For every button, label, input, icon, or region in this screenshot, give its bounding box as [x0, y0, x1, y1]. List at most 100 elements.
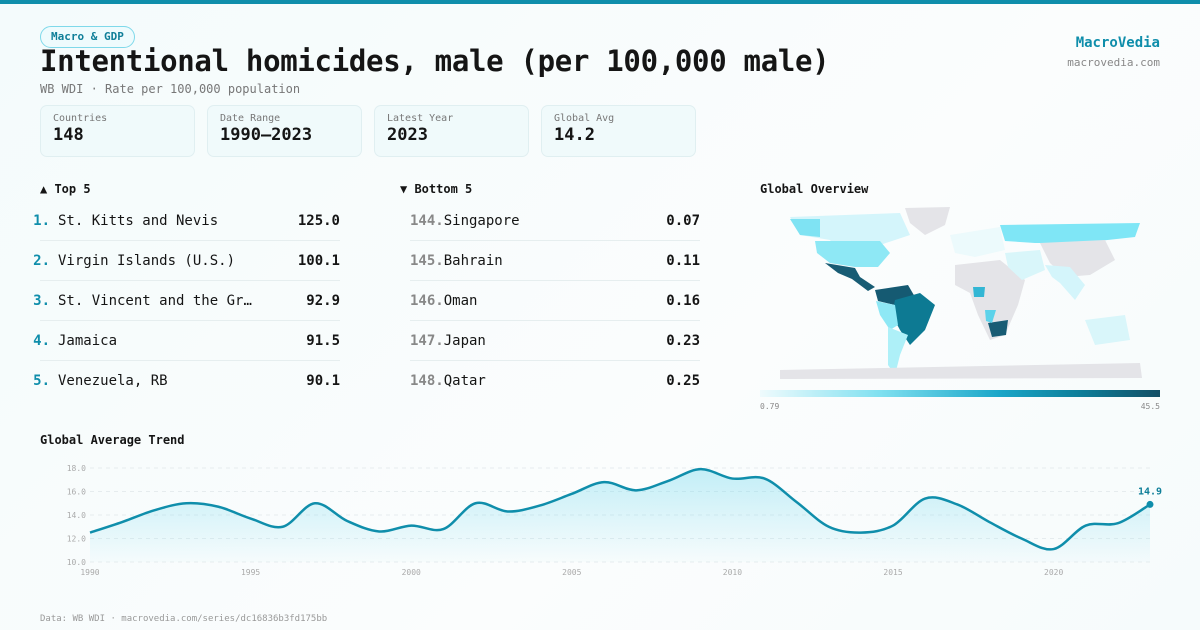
brand: MacroVedia macrovedia.com	[1067, 35, 1160, 69]
alaska	[790, 219, 820, 237]
brazil	[892, 293, 935, 345]
top5-heading: ▲ Top 5	[40, 182, 91, 196]
list-item[interactable]: 147. Japan 0.23	[410, 321, 700, 361]
y-tick-label: 18.0	[67, 464, 86, 473]
x-tick-label: 2015	[883, 568, 902, 577]
list-item[interactable]: 146. Oman 0.16	[410, 281, 700, 321]
list-item[interactable]: 144. Singapore 0.07	[410, 201, 700, 241]
stat-label: Global Avg	[554, 113, 615, 124]
brand-url[interactable]: macrovedia.com	[1067, 56, 1160, 69]
country-name: Virgin Islands (U.S.)	[58, 252, 236, 269]
antarctica	[780, 363, 1142, 379]
stat-value: 1990–2023	[220, 125, 313, 145]
usa	[815, 241, 890, 267]
rank: 145.	[410, 252, 444, 269]
list-item[interactable]: 5. Venezuela, RB 90.1	[33, 361, 340, 401]
namibia	[985, 310, 996, 323]
trend-chart: 10.0 12.0 14.0 16.0 18.0 1990 1995 2000 2005 2010…	[67, 464, 1162, 577]
stat-value: 14.2	[554, 125, 595, 145]
rank: 1.	[33, 212, 50, 229]
top5-list: 1. St. Kitts and Nevis 125.0 2. Virgin Isla…	[33, 201, 340, 401]
list-item[interactable]: 3. St. Vincent and the Grenadines 92.9	[33, 281, 340, 321]
list-item[interactable]: 145. Bahrain 0.11	[410, 241, 700, 281]
y-tick-label: 12.0	[67, 535, 86, 544]
russia	[1000, 223, 1140, 243]
x-tick-label: 1990	[80, 568, 99, 577]
country-name: Qatar	[443, 373, 486, 389]
brand-name[interactable]: MacroVedia	[1075, 35, 1160, 51]
europe	[950, 227, 1005, 257]
india-se-asia	[1045, 265, 1085, 300]
map-color-legend	[760, 390, 1160, 397]
value: 0.16	[666, 292, 700, 309]
stat-card-date-range: Date Range 1990–2023	[207, 105, 362, 157]
stat-label: Latest Year	[387, 113, 454, 124]
page-title: Intentional homicides, male (per 100,000…	[40, 44, 830, 78]
legend-min: 0.79	[760, 402, 780, 411]
value: 125.0	[297, 212, 340, 229]
value: 90.1	[306, 373, 340, 389]
country-name: Bahrain	[443, 252, 503, 269]
rank: 144.	[410, 212, 444, 229]
trend-line	[89, 467, 1151, 551]
rank: 147.	[410, 332, 444, 349]
stat-value: 2023	[387, 125, 428, 145]
trend-area	[90, 469, 1150, 562]
stat-label: Date Range	[220, 113, 281, 124]
australia	[1085, 315, 1130, 345]
y-tick-label: 10.0	[67, 558, 86, 567]
stat-card-global-avg: Global Avg 14.2	[541, 105, 696, 157]
andes	[876, 301, 898, 330]
mexico-central-america	[825, 263, 875, 291]
list-item[interactable]: 148. Qatar 0.25	[410, 361, 700, 401]
country-name: Oman	[443, 292, 478, 309]
y-tick-label: 14.0	[67, 511, 86, 520]
chart-title: Global Average Trend	[40, 433, 185, 447]
footer-source: Data: WB WDI · macrovedia.com/series/dc1…	[40, 614, 328, 624]
bottom5-heading: ▼ Bottom 5	[400, 182, 473, 196]
value: 0.07	[666, 212, 700, 229]
country-name: St. Kitts and Nevis	[58, 212, 219, 229]
stat-card-countries: Countries 148	[40, 105, 195, 157]
southern-cone	[888, 327, 908, 375]
x-tick-label: 2020	[1044, 568, 1063, 577]
rank: 4.	[33, 332, 50, 349]
category-tag[interactable]: Macro & GDP	[40, 26, 135, 48]
country-name: Venezuela, RB	[58, 373, 168, 389]
last-value-label: 14.9	[1138, 486, 1162, 497]
country-name: Jamaica	[58, 332, 118, 349]
africa	[955, 260, 1025, 340]
legend-max: 45.5	[1140, 402, 1160, 411]
top-accent-bar	[0, 0, 1200, 4]
list-item[interactable]: 4. Jamaica 91.5	[33, 321, 340, 361]
value: 0.11	[666, 252, 700, 269]
value: 0.23	[666, 332, 700, 349]
country-name: Japan	[443, 332, 486, 349]
nigeria	[973, 287, 985, 297]
stat-label: Countries	[53, 113, 108, 124]
map-heading: Global Overview	[760, 182, 869, 196]
rank: 5.	[33, 373, 50, 389]
value: 91.5	[306, 332, 340, 349]
list-item[interactable]: 2. Virgin Islands (U.S.) 100.1	[33, 241, 340, 281]
rank: 146.	[410, 292, 444, 309]
x-tick-label: 1995	[241, 568, 260, 577]
stat-card-latest-year: Latest Year 2023	[374, 105, 529, 157]
world-choropleth-map[interactable]	[760, 205, 1160, 380]
list-item[interactable]: 1. St. Kitts and Nevis 125.0	[33, 201, 340, 241]
middle-east	[1005, 250, 1045, 280]
stat-value: 148	[53, 125, 84, 145]
rank: 3.	[33, 292, 50, 309]
x-tick-label: 2010	[723, 568, 742, 577]
value: 92.9	[306, 292, 340, 309]
country-name: St. Vincent and the Grenadines	[58, 292, 258, 309]
rank: 148.	[410, 373, 444, 389]
y-tick-label: 16.0	[67, 488, 86, 497]
rank: 2.	[33, 252, 50, 269]
country-name: Singapore	[443, 212, 520, 229]
x-tick-label: 2005	[562, 568, 581, 577]
data-point	[1146, 500, 1154, 508]
value: 0.25	[666, 373, 700, 389]
page-subtitle: WB WDI · Rate per 100,000 population	[40, 82, 301, 96]
x-tick-label: 2000	[402, 568, 421, 577]
